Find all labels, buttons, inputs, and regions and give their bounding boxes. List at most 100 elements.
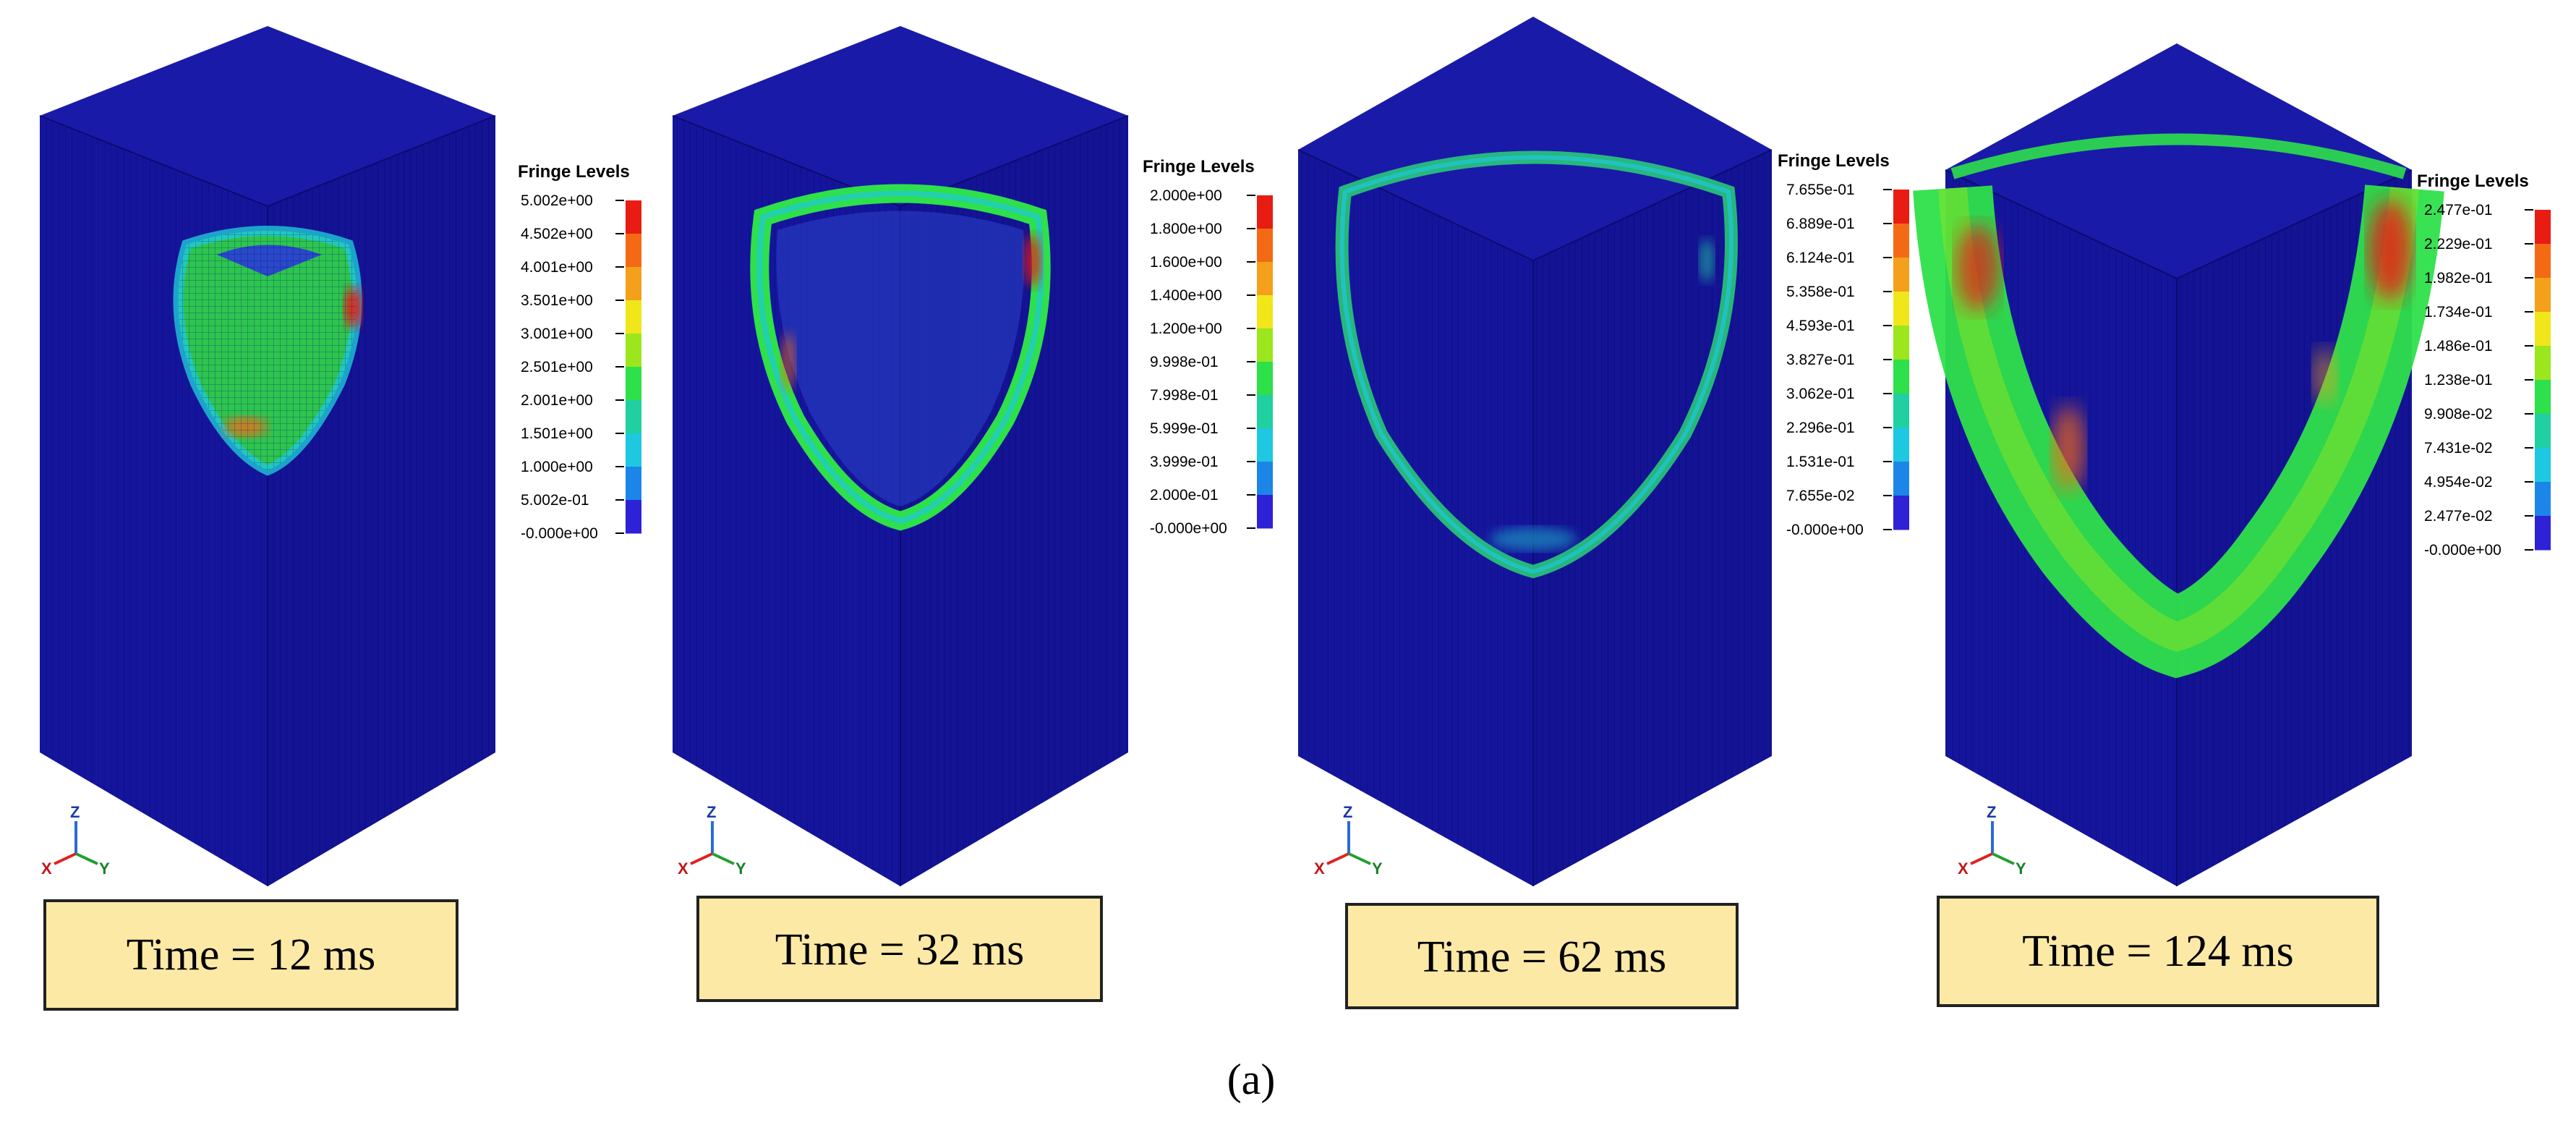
colorbar-segment <box>626 500 641 534</box>
colorbar-segment <box>626 300 641 334</box>
stress-contour <box>1913 133 2444 679</box>
legend-tick-label: 2.229e-01 <box>2424 236 2493 252</box>
colorbar-segment <box>2535 482 2551 517</box>
colorbar-segment <box>2535 380 2551 415</box>
legend-tick-label: 3.501e+00 <box>521 292 593 309</box>
legend-title: Fringe Levels <box>1143 157 1255 177</box>
axis-z-label: Z <box>70 803 80 821</box>
colorbar-segment <box>1893 258 1909 292</box>
time-label: Time = 62 ms <box>1417 933 1666 982</box>
colorbar-segment <box>2535 278 2551 313</box>
colorbar-segment <box>626 467 641 501</box>
axis-y-label: Y <box>1372 859 1383 878</box>
colorbar-segment <box>2535 244 2551 279</box>
legend-tick-label: -0.000e+00 <box>2424 542 2502 559</box>
block-top-face <box>1945 43 2412 279</box>
time-label-box: Time = 124 ms <box>1937 896 2379 1007</box>
time-label: Time = 12 ms <box>127 930 375 980</box>
colorbar-segment <box>1257 195 1273 229</box>
legend-tick-label: 2.296e-01 <box>1786 420 1855 436</box>
colorbar-segment <box>2535 516 2551 551</box>
axis-z-label: Z <box>1343 803 1352 821</box>
mesh-block <box>1297 17 1773 886</box>
colorbar-segment <box>1893 326 1909 360</box>
legend-tick-label: 2.477e-01 <box>2424 202 2493 218</box>
stress-contour <box>1335 150 1738 579</box>
colorbar-segment <box>1257 428 1273 462</box>
block-top-face <box>40 26 495 206</box>
block-top-face <box>673 26 1128 206</box>
legend-tick-label: -0.000e+00 <box>1150 520 1227 537</box>
panel-2: Fringe Levels 2.000e+00 1.800e+00 1.600e+0… <box>672 26 1273 1002</box>
legend-tick-label: 7.998e-01 <box>1150 387 1219 404</box>
legend-tick-label: 2.001e+00 <box>521 392 593 409</box>
legend-tick-label: -0.000e+00 <box>521 525 598 542</box>
legend-tick-label: 6.889e-01 <box>1786 216 1855 232</box>
colorbar-segment <box>1257 495 1273 529</box>
legend-tick-label: 1.501e+00 <box>521 425 593 442</box>
legend-tick-label: 5.002e+00 <box>521 192 593 209</box>
legend-tick-label: 1.734e-01 <box>2424 304 2493 320</box>
legend-tick-label: 1.982e-01 <box>2424 270 2493 286</box>
colorbar-segment <box>1893 496 1909 530</box>
colorbar-segment <box>2535 312 2551 347</box>
legend-tick-label: 7.431e-02 <box>2424 440 2493 457</box>
legend-tick-label: 1.531e-01 <box>1786 454 1855 470</box>
legend-tick-label: 7.655e-01 <box>1786 182 1855 198</box>
axes-triad: Z X Y <box>1314 803 1383 878</box>
legend-ticks: 2.477e-01 2.229e-01 1.982e-01 1.734e-01 1.48… <box>2424 202 2533 559</box>
colorbar-segment <box>1893 462 1909 496</box>
colorbar-segment <box>1257 229 1273 263</box>
colorbar-segment <box>1893 428 1909 462</box>
axis-z-label: Z <box>1987 803 1996 821</box>
legend-tick-label: 2.501e+00 <box>521 359 593 375</box>
legend-tick-label: -0.000e+00 <box>1786 522 1864 538</box>
panel-1: Fringe Levels 5.002e+00 4.502e+00 4.001e+0… <box>39 26 641 1011</box>
legend-tick-label: 5.358e-01 <box>1786 284 1855 300</box>
colorbar-segment <box>1893 360 1909 394</box>
panel-3: Fringe Levels 7.655e-01 6.889e-01 6.124e-0… <box>1297 17 1909 1009</box>
fringe-legend: Fringe Levels 2.000e+00 1.800e+00 1.600e+0… <box>1143 157 1273 537</box>
legend-tick-label: 1.486e-01 <box>2424 338 2493 355</box>
legend-tick-label: 3.062e-01 <box>1786 386 1855 402</box>
colorbar <box>626 200 641 534</box>
colorbar-segment <box>1257 328 1273 362</box>
colorbar-segment <box>2535 448 2551 483</box>
panel-4: Fringe Levels 2.477e-01 2.229e-01 1.982e-0… <box>1913 43 2551 1007</box>
legend-ticks: 7.655e-01 6.889e-01 6.124e-01 5.358e-01 4.59… <box>1786 182 1892 538</box>
legend-tick-label: 6.124e-01 <box>1786 250 1855 266</box>
colorbar-segment <box>1257 462 1273 496</box>
axis-x-label: X <box>1314 859 1325 878</box>
time-label-box: Time = 32 ms <box>696 896 1103 1002</box>
legend-ticks: 2.000e+00 1.800e+00 1.600e+00 1.400e+00 1.20… <box>1150 187 1255 537</box>
axis-x-label: X <box>41 859 52 878</box>
legend-title: Fringe Levels <box>518 162 630 182</box>
legend-ticks: 5.002e+00 4.502e+00 4.001e+00 3.501e+00 3.00… <box>521 192 624 542</box>
legend-tick-label: 2.000e+00 <box>1150 187 1222 204</box>
colorbar-segment <box>2535 414 2551 449</box>
legend-tick-label: 4.593e-01 <box>1786 318 1855 334</box>
legend-title: Fringe Levels <box>1778 151 1890 171</box>
legend-tick-label: 4.001e+00 <box>521 259 593 276</box>
stress-contour <box>750 184 1051 531</box>
legend-tick-label: 5.002e-01 <box>521 492 589 509</box>
colorbar-segment <box>1893 224 1909 258</box>
colorbar-segment <box>1257 362 1273 396</box>
colorbar-segment <box>1893 190 1909 224</box>
time-label: Time = 124 ms <box>2022 927 2293 976</box>
legend-tick-label: 3.001e+00 <box>521 326 593 342</box>
legend-tick-label: 1.800e+00 <box>1150 221 1222 237</box>
colorbar-segment <box>1893 292 1909 326</box>
colorbar-segment <box>626 367 641 401</box>
colorbar-segment <box>1257 395 1273 429</box>
axes-triad: Z X Y <box>41 803 110 878</box>
legend-tick-label: 9.998e-01 <box>1150 354 1219 370</box>
colorbar-segment <box>626 433 641 467</box>
axis-x-label: X <box>678 859 688 878</box>
stress-contour <box>173 226 362 476</box>
axis-y-label: Y <box>2016 859 2026 878</box>
colorbar-segment <box>1257 262 1273 296</box>
legend-tick-label: 4.954e-02 <box>2424 474 2493 491</box>
mesh-block <box>39 26 496 886</box>
